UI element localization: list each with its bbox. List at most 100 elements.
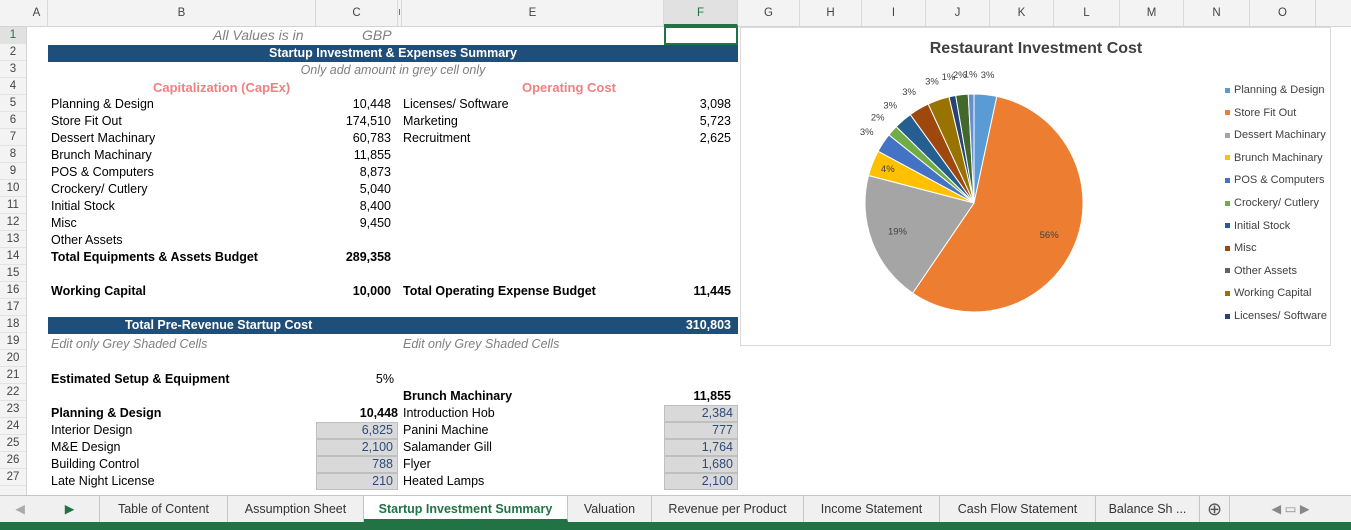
- equip-total-value[interactable]: 289,358: [345, 250, 391, 264]
- planning-item-label: Building Control: [51, 457, 140, 471]
- opex-value[interactable]: 2,625: [699, 131, 731, 145]
- tab-balance-sheet[interactable]: Balance Sh ...: [1096, 496, 1200, 522]
- capex-value[interactable]: 11,855: [353, 148, 391, 162]
- investment-pie-chart[interactable]: Restaurant Investment Cost 3% 56% 19% 4% 3% 2…: [740, 27, 1331, 346]
- planning-item-input[interactable]: 2,100: [316, 439, 398, 456]
- pie-slice[interactable]: [864, 174, 975, 294]
- column-header-a[interactable]: A: [26, 0, 48, 26]
- brunch-total[interactable]: 11,855: [693, 389, 731, 403]
- add-sheet-icon[interactable]: ⊕: [1200, 496, 1230, 522]
- column-header-b[interactable]: B: [48, 0, 316, 26]
- row-header[interactable]: 8: [0, 146, 26, 163]
- column-header-f[interactable]: F: [664, 0, 738, 26]
- column-header-e[interactable]: E: [402, 0, 664, 26]
- pie-data-label: 56%: [1040, 230, 1060, 241]
- legend-label: Licenses/ Software: [1234, 309, 1327, 322]
- pie-data-label: 1%: [942, 72, 956, 83]
- column-header-k[interactable]: K: [990, 0, 1054, 26]
- horizontal-scrollbar[interactable]: ◀ ▭ ▶: [1271, 502, 1310, 516]
- tab-valuation[interactable]: Valuation: [568, 496, 652, 522]
- opex-value[interactable]: 3,098: [699, 97, 731, 111]
- tab-cash-flow-statement[interactable]: Cash Flow Statement: [940, 496, 1096, 522]
- planning-item-input[interactable]: 788: [316, 456, 398, 473]
- opex-label: Recruitment: [403, 131, 471, 145]
- capex-value[interactable]: 9,450: [359, 216, 391, 230]
- row-header[interactable]: 14: [0, 248, 26, 265]
- row-header[interactable]: 3: [0, 61, 26, 78]
- selected-cell-f1[interactable]: [664, 26, 738, 45]
- column-header-i[interactable]: I: [862, 0, 926, 26]
- opex-label: Licenses/ Software: [403, 97, 509, 111]
- row-header[interactable]: 4: [0, 78, 26, 95]
- scroll-right-icon[interactable]: ▶: [40, 496, 100, 522]
- brunch-item-input[interactable]: 1,764: [664, 439, 738, 456]
- planning-item-label: Interior Design: [51, 423, 133, 437]
- column-header-m[interactable]: M: [1120, 0, 1184, 26]
- row-header[interactable]: 27: [0, 469, 26, 486]
- column-header-l[interactable]: L: [1054, 0, 1120, 26]
- row-header[interactable]: 15: [0, 265, 26, 282]
- row-header[interactable]: 23: [0, 401, 26, 418]
- row-header[interactable]: 7: [0, 129, 26, 146]
- legend-item: Planning & Design: [1225, 84, 1327, 107]
- row-header[interactable]: 6: [0, 112, 26, 129]
- column-header-n[interactable]: N: [1184, 0, 1250, 26]
- tab-table-of-content[interactable]: Table of Content: [100, 496, 228, 522]
- column-header-j[interactable]: J: [926, 0, 990, 26]
- row-header[interactable]: 1: [0, 27, 26, 44]
- column-header-g[interactable]: G: [738, 0, 800, 26]
- row-header[interactable]: 25: [0, 435, 26, 452]
- row-header[interactable]: 12: [0, 214, 26, 231]
- scroll-left-icon[interactable]: ◀: [15, 502, 25, 516]
- planning-item-input[interactable]: 6,825: [316, 422, 398, 439]
- capex-value[interactable]: 8,400: [359, 199, 391, 213]
- planning-total[interactable]: 10,448: [359, 406, 398, 420]
- brunch-item-input[interactable]: 1,680: [664, 456, 738, 473]
- tab-income-statement[interactable]: Income Statement: [804, 496, 940, 522]
- row-header[interactable]: 2: [0, 44, 26, 61]
- brunch-item-input[interactable]: 2,100: [664, 473, 738, 490]
- row-header[interactable]: 22: [0, 384, 26, 401]
- brunch-item-label: Flyer: [403, 457, 431, 471]
- column-header-h[interactable]: H: [800, 0, 862, 26]
- brunch-item-input[interactable]: 2,384: [664, 405, 738, 422]
- row-header[interactable]: 24: [0, 418, 26, 435]
- row-header[interactable]: 18: [0, 316, 26, 333]
- column-header-c[interactable]: C: [316, 0, 398, 26]
- row-header[interactable]: 13: [0, 231, 26, 248]
- tab-assumption-sheet[interactable]: Assumption Sheet: [228, 496, 364, 522]
- pie-slice[interactable]: [967, 93, 975, 204]
- opex-total-label: Total Operating Expense Budget: [403, 284, 596, 298]
- row-header[interactable]: 21: [0, 367, 26, 384]
- working-capital-value[interactable]: 10,000: [352, 284, 391, 298]
- tab-startup-investment-summary[interactable]: Startup Investment Summary: [364, 496, 568, 522]
- prerevenue-value[interactable]: 310,803: [685, 318, 731, 332]
- row-header[interactable]: 20: [0, 350, 26, 367]
- legend-label: POS & Computers: [1234, 174, 1325, 187]
- setup-percent[interactable]: 5%: [375, 372, 394, 386]
- opex-label: Marketing: [403, 114, 458, 128]
- column-header-o[interactable]: O: [1250, 0, 1316, 26]
- row-header[interactable]: 17: [0, 299, 26, 316]
- row-header[interactable]: 16: [0, 282, 26, 299]
- capex-value[interactable]: 10,448: [352, 97, 391, 111]
- capex-value[interactable]: [316, 232, 391, 249]
- capex-value[interactable]: 174,510: [345, 114, 391, 128]
- row-header[interactable]: 19: [0, 333, 26, 350]
- row-header[interactable]: 11: [0, 197, 26, 214]
- opex-value[interactable]: 5,723: [699, 114, 731, 128]
- row-header[interactable]: 5: [0, 95, 26, 112]
- row-header[interactable]: 26: [0, 452, 26, 469]
- opex-total-value[interactable]: 11,445: [693, 284, 731, 298]
- brunch-item-input[interactable]: 777: [664, 422, 738, 439]
- tab-revenue-per-product[interactable]: Revenue per Product: [652, 496, 804, 522]
- planning-item-input[interactable]: 210: [316, 473, 398, 490]
- row-header[interactable]: 9: [0, 163, 26, 180]
- legend-item: Other Assets: [1225, 265, 1327, 288]
- row-header[interactable]: 10: [0, 180, 26, 197]
- capex-value[interactable]: 60,783: [352, 131, 391, 145]
- column-header-d[interactable]: I: [398, 0, 402, 26]
- capex-value[interactable]: 5,040: [359, 182, 391, 196]
- capex-value[interactable]: 8,873: [359, 165, 391, 179]
- pie-slice[interactable]: [911, 95, 1084, 313]
